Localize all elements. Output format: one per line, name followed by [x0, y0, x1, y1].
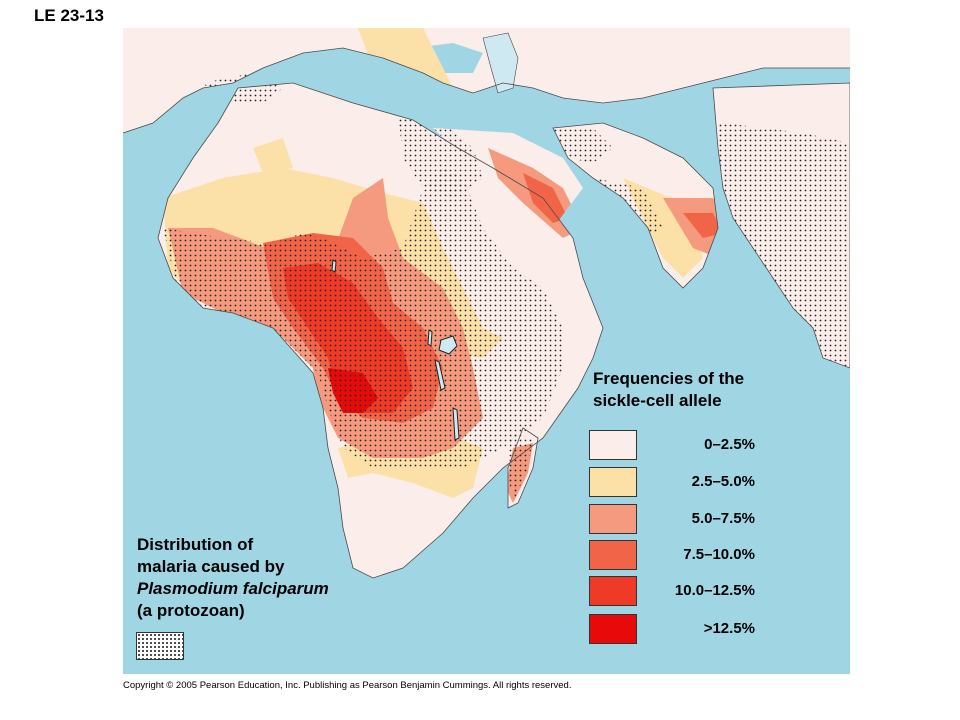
legend-swatch	[589, 540, 637, 570]
europe-land	[123, 28, 850, 133]
malaria-note-line1: Distribution of	[137, 535, 254, 554]
legend-label: 0–2.5%	[704, 436, 755, 453]
legend-title: Frequencies of the sickle-cell allele	[593, 368, 744, 412]
legend-label: 10.0–12.5%	[674, 582, 755, 599]
caspian-sea	[482, 32, 519, 94]
legend-swatch	[589, 576, 637, 606]
slide-label: LE 23-13	[34, 6, 104, 25]
legend-title-line1: Frequencies of the	[593, 369, 745, 388]
legend-swatch	[589, 430, 637, 460]
malaria-dot-swatch	[136, 632, 184, 660]
legend-swatch	[589, 614, 637, 644]
copyright-notice: Copyright © 2005 Pearson Education, Inc.…	[123, 680, 572, 691]
coastlines	[123, 47, 850, 579]
legend-label: >12.5%	[703, 620, 755, 637]
legend-label: 2.5–5.0%	[691, 473, 755, 490]
legend-title-line2: sickle-cell allele	[593, 391, 722, 410]
legend-label: 5.0–7.5%	[691, 510, 755, 527]
malaria-legend-text: Distribution of malaria caused by Plasmo…	[137, 534, 329, 622]
legend-swatch	[589, 504, 637, 534]
malaria-note-species: Plasmodium falciparum	[137, 579, 329, 598]
africa-map	[123, 28, 850, 579]
great-lakes	[331, 259, 460, 441]
malaria-note-line4: (a protozoan)	[137, 601, 245, 620]
legend-swatch	[589, 467, 637, 497]
legend-label: 7.5–10.0%	[683, 546, 755, 563]
malaria-note-line2: malaria caused by	[137, 557, 285, 576]
map-panel: Frequencies of the sickle-cell allele 0–…	[123, 28, 850, 674]
